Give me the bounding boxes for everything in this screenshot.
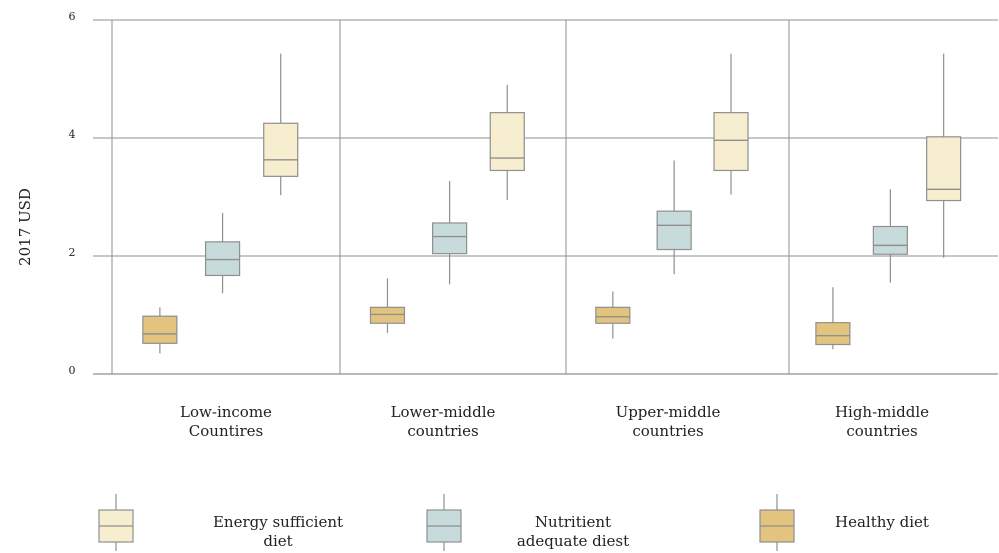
category-label-line: Countires <box>189 422 263 440</box>
box-plot-healthy-diet <box>595 291 631 339</box>
category-label-line: countries <box>846 422 917 440</box>
box-iqr <box>815 322 851 346</box>
box-iqr <box>263 122 299 177</box>
legend-label-line: Energy sufficient <box>213 513 343 531</box>
legend-item: Nutritient adequate diest <box>426 494 629 551</box>
legend-label-line: Nutritient <box>535 513 611 531</box>
box-iqr <box>872 225 908 255</box>
box-iqr <box>713 112 749 172</box>
box-iqr <box>489 112 525 172</box>
box-plot-healthy-diet <box>369 278 406 333</box>
legend-item: Healthy diet <box>759 494 929 551</box>
y-axis-ticks: 0 2 4 6 <box>69 10 76 377</box>
box-iqr <box>432 222 468 255</box>
legend-label: Energy sufficient diet <box>213 513 343 550</box>
category-label-line: countries <box>632 422 703 440</box>
legend-label-line: adequate diest <box>517 532 629 550</box>
box-plot-energy-sufficient-diet <box>713 53 749 195</box>
box-plot-energy-sufficient-diet <box>926 53 962 258</box>
legend-label: Healthy diet <box>835 513 929 531</box>
category-label-line: Lower-middle <box>391 403 496 421</box>
box-plot-nutritient-adequate-diest <box>432 181 468 285</box>
category-label-line: countries <box>407 422 478 440</box>
box-iqr <box>595 306 631 324</box>
category-label-line: Upper-middle <box>616 403 721 421</box>
category-label-line: High-middle <box>835 403 929 421</box>
box-layer <box>142 53 962 354</box>
box-iqr <box>204 241 241 277</box>
category-label: Upper-middle countries <box>616 403 721 440</box>
box-iqr <box>369 306 406 324</box>
legend-label: Nutritient adequate diest <box>517 513 629 550</box>
grid-layer <box>93 19 998 375</box>
legend-item: Energy sufficient diet <box>98 494 343 551</box>
y-axis-title: 2017 USD <box>16 188 34 266</box>
box-iqr <box>926 136 962 202</box>
box-iqr <box>142 315 178 344</box>
y-tick-label: 4 <box>69 128 76 141</box>
box-plot-healthy-diet <box>142 307 178 354</box>
category-label: High-middle countries <box>835 403 929 440</box>
category-label: Lower-middle countries <box>391 403 496 440</box>
box-plot-energy-sufficient-diet <box>263 53 299 196</box>
legend: Energy sufficient diet Nutritient adequate … <box>98 494 929 551</box>
category-label-line: Low-income <box>180 403 272 421</box>
box-plot-energy-sufficient-diet <box>489 84 525 200</box>
y-tick-label: 0 <box>69 364 76 377</box>
box-plot-nutritient-adequate-diest <box>872 189 908 283</box>
box-plot-healthy-diet <box>815 287 851 350</box>
legend-label-line: diet <box>263 532 292 550</box>
legend-label-line: Healthy diet <box>835 513 929 531</box>
y-tick-label: 6 <box>69 10 76 23</box>
category-label: Low-income Countires <box>180 403 272 440</box>
y-tick-label: 2 <box>69 246 76 259</box>
box-iqr <box>656 210 692 251</box>
box-plot-nutritient-adequate-diest <box>204 212 241 294</box>
box-plot-nutritient-adequate-diest <box>656 160 692 275</box>
